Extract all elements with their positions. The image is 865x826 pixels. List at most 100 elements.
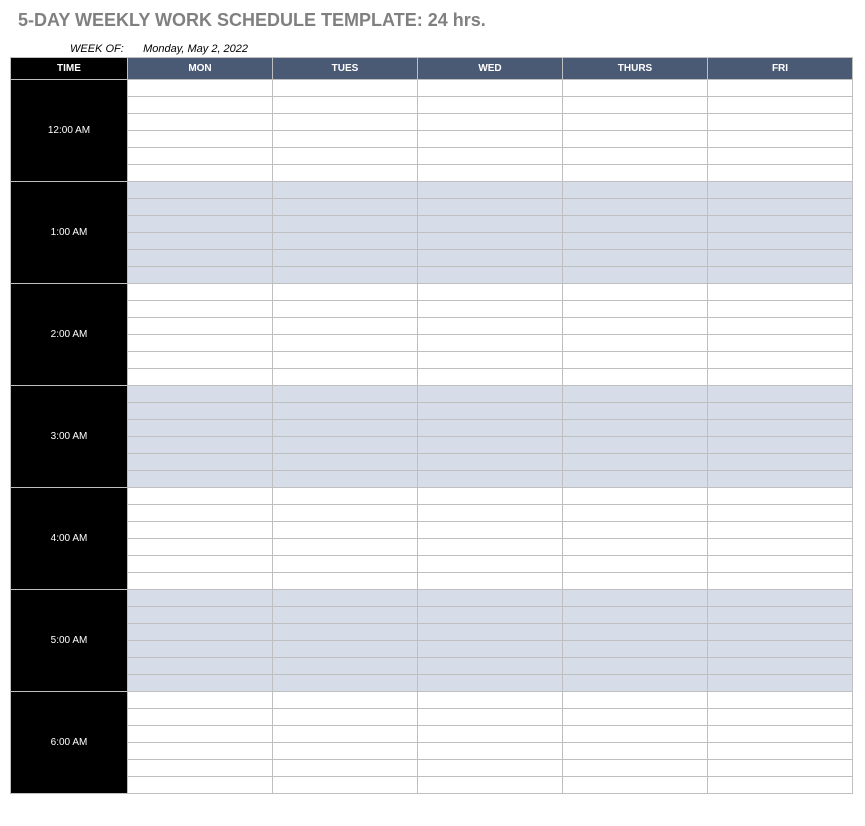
schedule-cell[interactable] [128,369,273,386]
schedule-cell[interactable] [418,369,563,386]
schedule-cell[interactable] [273,403,418,420]
schedule-cell[interactable] [563,301,708,318]
schedule-cell[interactable] [128,760,273,777]
schedule-cell[interactable] [418,131,563,148]
schedule-cell[interactable] [273,335,418,352]
schedule-cell[interactable] [128,114,273,131]
schedule-cell[interactable] [418,522,563,539]
schedule-cell[interactable] [273,777,418,794]
schedule-cell[interactable] [708,233,853,250]
schedule-cell[interactable] [563,471,708,488]
schedule-cell[interactable] [708,777,853,794]
schedule-cell[interactable] [418,80,563,97]
schedule-cell[interactable] [563,267,708,284]
schedule-cell[interactable] [708,556,853,573]
schedule-cell[interactable] [563,318,708,335]
schedule-cell[interactable] [563,624,708,641]
schedule-cell[interactable] [273,726,418,743]
schedule-cell[interactable] [273,267,418,284]
schedule-cell[interactable] [418,318,563,335]
schedule-cell[interactable] [708,743,853,760]
schedule-cell[interactable] [708,709,853,726]
schedule-cell[interactable] [708,284,853,301]
schedule-cell[interactable] [563,114,708,131]
schedule-cell[interactable] [418,165,563,182]
schedule-cell[interactable] [563,675,708,692]
schedule-cell[interactable] [418,352,563,369]
schedule-cell[interactable] [708,590,853,607]
schedule-cell[interactable] [563,777,708,794]
schedule-cell[interactable] [708,573,853,590]
schedule-cell[interactable] [418,454,563,471]
schedule-cell[interactable] [273,573,418,590]
schedule-cell[interactable] [563,352,708,369]
schedule-cell[interactable] [273,250,418,267]
schedule-cell[interactable] [708,420,853,437]
schedule-cell[interactable] [273,658,418,675]
schedule-cell[interactable] [563,250,708,267]
schedule-cell[interactable] [708,369,853,386]
schedule-cell[interactable] [563,165,708,182]
schedule-cell[interactable] [418,760,563,777]
schedule-cell[interactable] [128,318,273,335]
schedule-cell[interactable] [708,97,853,114]
schedule-cell[interactable] [418,709,563,726]
schedule-cell[interactable] [563,607,708,624]
schedule-cell[interactable] [418,284,563,301]
schedule-cell[interactable] [563,386,708,403]
schedule-cell[interactable] [418,437,563,454]
schedule-cell[interactable] [273,165,418,182]
schedule-cell[interactable] [273,471,418,488]
schedule-cell[interactable] [128,386,273,403]
schedule-cell[interactable] [563,148,708,165]
schedule-cell[interactable] [418,233,563,250]
schedule-cell[interactable] [418,505,563,522]
schedule-cell[interactable] [273,301,418,318]
schedule-cell[interactable] [708,454,853,471]
schedule-cell[interactable] [563,131,708,148]
schedule-cell[interactable] [128,352,273,369]
schedule-cell[interactable] [273,80,418,97]
schedule-cell[interactable] [418,658,563,675]
schedule-cell[interactable] [273,386,418,403]
schedule-cell[interactable] [128,522,273,539]
schedule-cell[interactable] [273,624,418,641]
schedule-cell[interactable] [418,675,563,692]
schedule-cell[interactable] [128,675,273,692]
schedule-cell[interactable] [273,199,418,216]
schedule-cell[interactable] [418,335,563,352]
schedule-cell[interactable] [128,80,273,97]
schedule-cell[interactable] [418,692,563,709]
schedule-cell[interactable] [708,267,853,284]
schedule-cell[interactable] [273,488,418,505]
schedule-cell[interactable] [128,488,273,505]
schedule-cell[interactable] [563,522,708,539]
schedule-cell[interactable] [273,97,418,114]
schedule-cell[interactable] [418,386,563,403]
schedule-cell[interactable] [128,301,273,318]
schedule-cell[interactable] [128,573,273,590]
schedule-cell[interactable] [563,658,708,675]
schedule-cell[interactable] [273,420,418,437]
schedule-cell[interactable] [708,471,853,488]
schedule-cell[interactable] [128,692,273,709]
schedule-cell[interactable] [418,148,563,165]
schedule-cell[interactable] [708,488,853,505]
schedule-cell[interactable] [128,284,273,301]
schedule-cell[interactable] [563,539,708,556]
schedule-cell[interactable] [273,641,418,658]
schedule-cell[interactable] [418,488,563,505]
schedule-cell[interactable] [273,760,418,777]
schedule-cell[interactable] [128,437,273,454]
schedule-cell[interactable] [128,199,273,216]
schedule-cell[interactable] [563,590,708,607]
schedule-cell[interactable] [708,522,853,539]
schedule-cell[interactable] [273,454,418,471]
schedule-cell[interactable] [273,539,418,556]
schedule-cell[interactable] [418,182,563,199]
schedule-cell[interactable] [273,675,418,692]
schedule-cell[interactable] [563,760,708,777]
schedule-cell[interactable] [273,743,418,760]
schedule-cell[interactable] [708,80,853,97]
schedule-cell[interactable] [418,301,563,318]
